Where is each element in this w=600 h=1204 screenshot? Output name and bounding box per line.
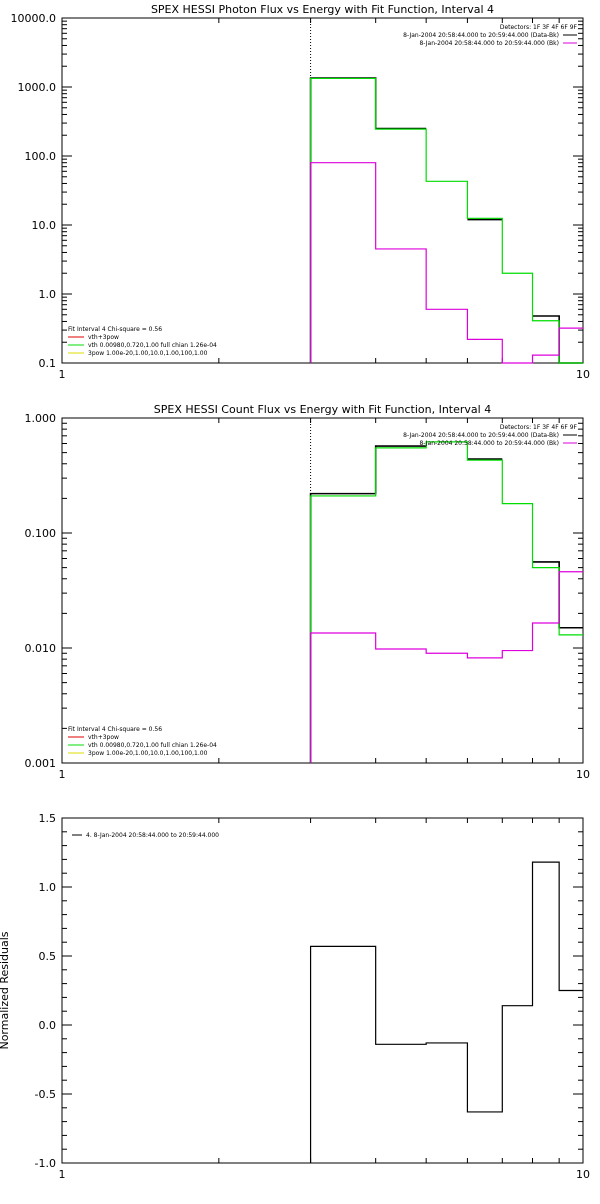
y-tick-label: 1.0 [39, 881, 57, 894]
series-1-line [309, 861, 583, 1163]
y-tick-label: 1.0 [39, 288, 57, 301]
series-3-line [309, 571, 583, 763]
x-tick-label: 1 [59, 768, 66, 781]
y-tick-label: 10000.0 [11, 12, 57, 25]
y-tick-label: 0.1 [39, 357, 57, 370]
plot-frame [61, 17, 584, 364]
series-1-line [309, 445, 583, 763]
plot-panel-2: SPEX HESSI Count Flux vs Energy with Fit… [25, 403, 591, 781]
x-tick-label: 1 [59, 1168, 66, 1181]
y-tick-label: 0.5 [39, 950, 57, 963]
chart-title: SPEX HESSI Count Flux vs Energy with Fit… [154, 403, 491, 416]
series-2-line [309, 77, 583, 364]
plot-panel-3: Normalized Residuals 1 10 -1.0 -0.5 0.0 0.5 1.0… [0, 812, 590, 1181]
y-tick-label: 1.000 [25, 412, 57, 425]
legend-entry-text: Detectors: 1F 3F 4F 6F 9F [500, 24, 578, 31]
chart-title: SPEX HESSI Photon Flux vs Energy with Fi… [151, 3, 494, 16]
legend-entry-text: vth 0.00980,0.720,1.00 full chian 1.26e-… [88, 742, 217, 749]
y-tick-label: 0.100 [25, 527, 57, 540]
legend-entry-text: 3pow 1.00e-20,1.00,10.0,1.00,100,1.00 [88, 350, 208, 357]
legend-entry-text: 8-Jan-2004 20:58:44.000 to 20:59:44.000 … [419, 440, 559, 447]
y-tick-label: -1.0 [35, 1157, 56, 1170]
y-tick-label: -0.5 [35, 1088, 56, 1101]
series-3-line [309, 162, 583, 364]
plot-panel-1: SPEX HESSI Photon Flux vs Energy with Fi… [11, 3, 591, 381]
y-tick-label: 0.010 [25, 642, 57, 655]
y-axis-label: Normalized Residuals [0, 931, 11, 1049]
y-tick-label: 1.5 [39, 812, 57, 825]
x-tick-label: 10 [576, 1168, 590, 1181]
legend-entry-text: vth+3pow [88, 334, 119, 341]
plot-frame [61, 417, 584, 764]
x-tick-label: 10 [576, 768, 590, 781]
legend-entry-text: vth 0.00980,0.720,1.00 full chian 1.26e-… [88, 342, 217, 349]
legend-entry-text: 8-Jan-2004 20:58:44.000 to 20:59:44.000 … [403, 432, 559, 439]
plot-frame [61, 817, 584, 1164]
legend-entry-text: Detectors: 1F 3F 4F 6F 9F [500, 424, 578, 431]
legend-entry-text: 3pow 1.00e-20,1.00,10.0,1.00,100,1.00 [88, 750, 208, 757]
y-tick-label: 1000.0 [18, 81, 57, 94]
legend-entry-text: vth+3pow [88, 734, 119, 741]
legend-entry-text: 8-Jan-2004 20:58:44.000 to 20:59:44.000 … [419, 40, 559, 47]
y-tick-label: 0.001 [25, 757, 57, 770]
y-tick-label: 100.0 [25, 150, 57, 163]
y-tick-label: 10.0 [32, 219, 57, 232]
y-tick-label: 0.0 [39, 1019, 57, 1032]
legend-entry-text: Fit Interval 4 Chi-square = 0.56 [68, 726, 162, 733]
x-tick-label: 10 [576, 368, 590, 381]
legend-entry-text: 4. 8-Jan-2004 20:58:44.000 to 20:59:44.0… [86, 832, 219, 839]
legend-entry-text: 8-Jan-2004 20:58:44.000 to 20:59:44.000 … [403, 32, 559, 39]
x-tick-label: 1 [59, 368, 66, 381]
legend-entry-text: Fit Interval 4 Chi-square = 0.56 [68, 326, 162, 333]
series-2-line [309, 441, 583, 763]
